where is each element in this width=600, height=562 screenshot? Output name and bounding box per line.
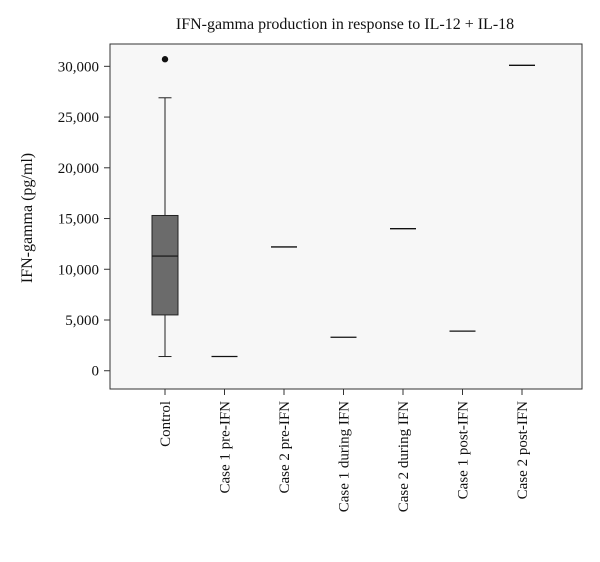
y-tick-label: 0 (92, 364, 100, 380)
x-tick-label: Case 1 pre-IFN (218, 401, 234, 494)
box-control (151, 56, 179, 358)
y-tick-label: 10,000 (58, 262, 99, 278)
y-tick-label: 25,000 (58, 110, 99, 126)
x-tick-label: Case 2 pre-IFN (277, 401, 293, 494)
data-marks (151, 56, 535, 358)
y-tick-label: 30,000 (58, 59, 99, 75)
y-tick-label: 20,000 (58, 161, 99, 177)
x-tick-label: Case 2 post-IFN (515, 401, 531, 499)
chart-title: IFN-gamma production in response to IL-1… (176, 16, 514, 33)
outlier-point (161, 56, 169, 63)
x-tick-label: Case 1 during IFN (337, 401, 353, 512)
y-axis-label: IFN-gamma (pg/ml) (19, 153, 36, 283)
x-axis: Control Case 1 pre-IFN Case 2 pre-IFN Case … (158, 389, 531, 512)
y-axis: 0 5,000 10,000 15,000 20,000 25,000 30,000 (58, 59, 110, 380)
plot-area (109, 43, 583, 390)
y-tick-label: 5,000 (65, 313, 99, 329)
x-tick-label: Case 2 during IFN (396, 401, 412, 512)
iqr-box (151, 214, 179, 316)
x-tick-label: Control (158, 401, 174, 447)
y-tick-label: 15,000 (58, 212, 99, 228)
x-tick-label: Case 1 post-IFN (456, 401, 472, 499)
